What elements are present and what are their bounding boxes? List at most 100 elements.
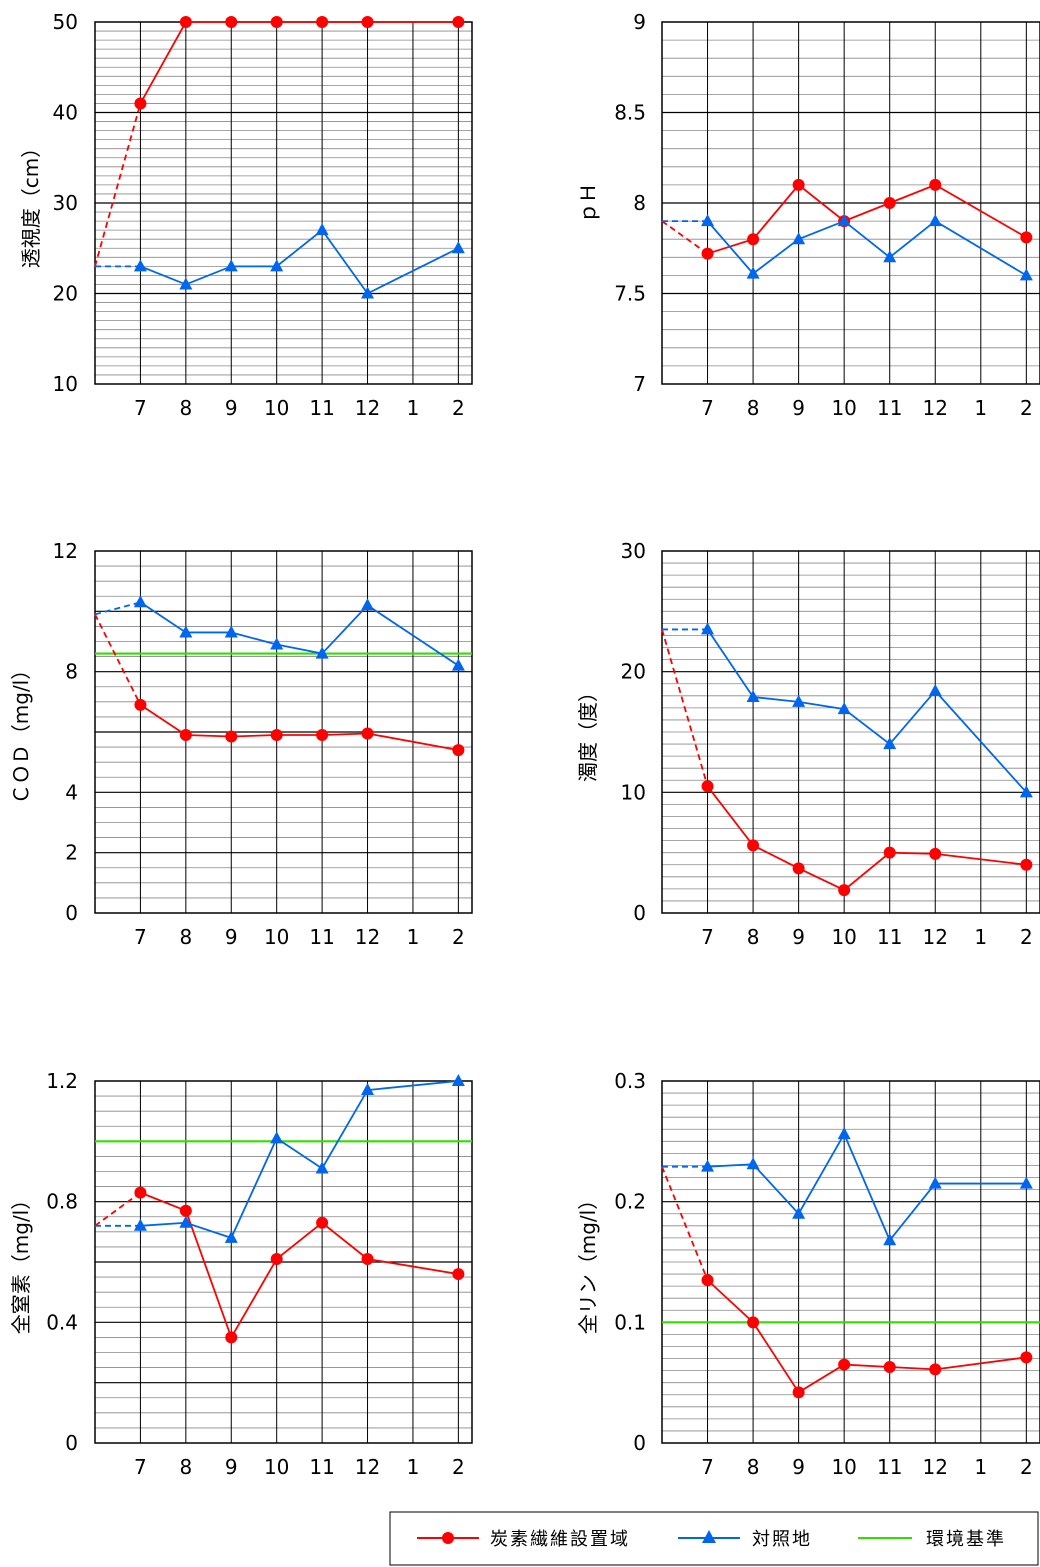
plot-frame (661, 1080, 1040, 1444)
y-tick-label: 0 (65, 901, 78, 925)
y-tick-label: 8 (65, 660, 78, 684)
x-tick-label: 10 (831, 1455, 856, 1479)
series-1-start-dash (94, 103, 142, 267)
series-2-point (792, 1206, 806, 1219)
y-axis-label: 全リン（mg/l） (576, 1190, 600, 1334)
y-tick-label: 0 (65, 1431, 78, 1455)
legend: 炭素繊維設置域 対照地 環境基準 (389, 1511, 1039, 1566)
x-tick-label: 7 (701, 925, 714, 949)
x-tick-label: 8 (179, 1455, 192, 1479)
x-tick-label: 2 (452, 925, 465, 949)
x-tick-label: 1 (974, 396, 987, 420)
x-tick-label: 9 (792, 396, 805, 420)
y-axis-label: 全窒素（mg/l） (9, 1190, 33, 1334)
y-tick-label: 8.5 (614, 101, 646, 125)
series-1-point (225, 1331, 238, 1344)
series-1-point (361, 727, 374, 740)
series-1-point (361, 16, 374, 28)
x-tick-label: 1 (407, 925, 420, 949)
x-tick-label: 7 (134, 1455, 147, 1479)
series-1-point (225, 730, 238, 743)
y-tick-label: 0.2 (614, 1190, 646, 1214)
y-tick-label: 12 (53, 539, 78, 563)
series-2-point (270, 637, 284, 650)
legend-standard-label: 環境基準 (926, 1529, 1006, 1550)
series-2-point (928, 683, 942, 696)
series-1-point (134, 1186, 147, 1199)
x-tick-label: 12 (923, 925, 948, 949)
x-tick-label: 11 (309, 925, 334, 949)
x-tick-label: 7 (701, 396, 714, 420)
series-2-point (451, 241, 465, 254)
x-tick-label: 1 (974, 925, 987, 949)
series-1-start-dash (661, 1166, 709, 1281)
series-1-point (792, 178, 805, 191)
series-1-point (701, 1274, 714, 1287)
x-tick-label: 9 (225, 396, 238, 420)
x-tick-label: 2 (452, 1455, 465, 1479)
x-tick-label: 8 (747, 1455, 760, 1479)
series-2-point (133, 259, 147, 272)
y-tick-label: 50 (53, 10, 78, 34)
series-1-point (134, 97, 147, 110)
x-tick-label: 8 (179, 925, 192, 949)
series-1-point (1020, 858, 1033, 871)
x-tick-label: 9 (225, 925, 238, 949)
series-1-point (929, 847, 942, 860)
y-tick-label: 0 (633, 1431, 646, 1455)
series-2-point (837, 702, 851, 715)
chart-panel-ph: 77.588.597 8 9 10 11 12 1 2ｐＨ (576, 10, 1040, 420)
x-tick-label: 2 (1020, 925, 1033, 949)
y-tick-label: 30 (53, 191, 78, 215)
series-2-point (1019, 268, 1033, 281)
x-tick-label: 12 (923, 1455, 948, 1479)
series-2-point (315, 1161, 329, 1174)
x-tick-label: 10 (264, 925, 289, 949)
series-1-point (316, 16, 329, 28)
y-tick-label: 7.5 (614, 282, 646, 306)
y-tick-label: 0.8 (46, 1190, 78, 1214)
series-2-point (361, 598, 375, 611)
x-tick-label: 10 (264, 1455, 289, 1479)
plot-frame (661, 21, 1040, 385)
series-2-point (928, 1176, 942, 1189)
y-tick-label: 20 (53, 282, 78, 306)
series-1-point (1020, 1351, 1033, 1364)
series-1-point (452, 1268, 465, 1281)
series-2-point (315, 223, 329, 236)
series-1-point (838, 1358, 851, 1371)
series-1-point (225, 16, 238, 28)
x-tick-label: 11 (877, 396, 902, 420)
series-2-point (451, 1074, 465, 1086)
x-tick-label: 11 (877, 1455, 902, 1479)
series-1-point (179, 16, 192, 28)
x-tick-label: 10 (831, 396, 856, 420)
y-axis-label: ＣＯＤ（mg/l） (9, 660, 33, 804)
series-1-point (270, 1252, 283, 1265)
series-1-point (883, 197, 896, 209)
x-tick-label: 10 (831, 925, 856, 949)
x-tick-label: 2 (452, 396, 465, 420)
y-tick-label: 0.1 (614, 1310, 646, 1334)
series-2-point (270, 1131, 284, 1144)
series-2-point (746, 1157, 760, 1170)
y-tick-label: 10 (621, 780, 646, 804)
y-tick-label: 8 (633, 191, 646, 215)
y-tick-label: 9 (633, 10, 646, 34)
series-1-point (316, 729, 329, 742)
y-axis-label: 透視度（cm） (19, 138, 43, 268)
series-2-point (837, 1127, 851, 1140)
legend-series1-marker (442, 1532, 454, 1544)
series-1-point (701, 247, 714, 260)
x-tick-label: 8 (179, 396, 192, 420)
series-1-point (792, 862, 805, 875)
x-tick-label: 2 (1020, 1455, 1033, 1479)
series-1-point (134, 698, 147, 711)
legend-series1-label: 炭素繊維設置域 (490, 1529, 630, 1550)
y-axis-label: 濁度（度） (576, 682, 600, 782)
y-tick-label: 0.3 (614, 1069, 646, 1093)
series-2-point (1019, 1176, 1033, 1189)
